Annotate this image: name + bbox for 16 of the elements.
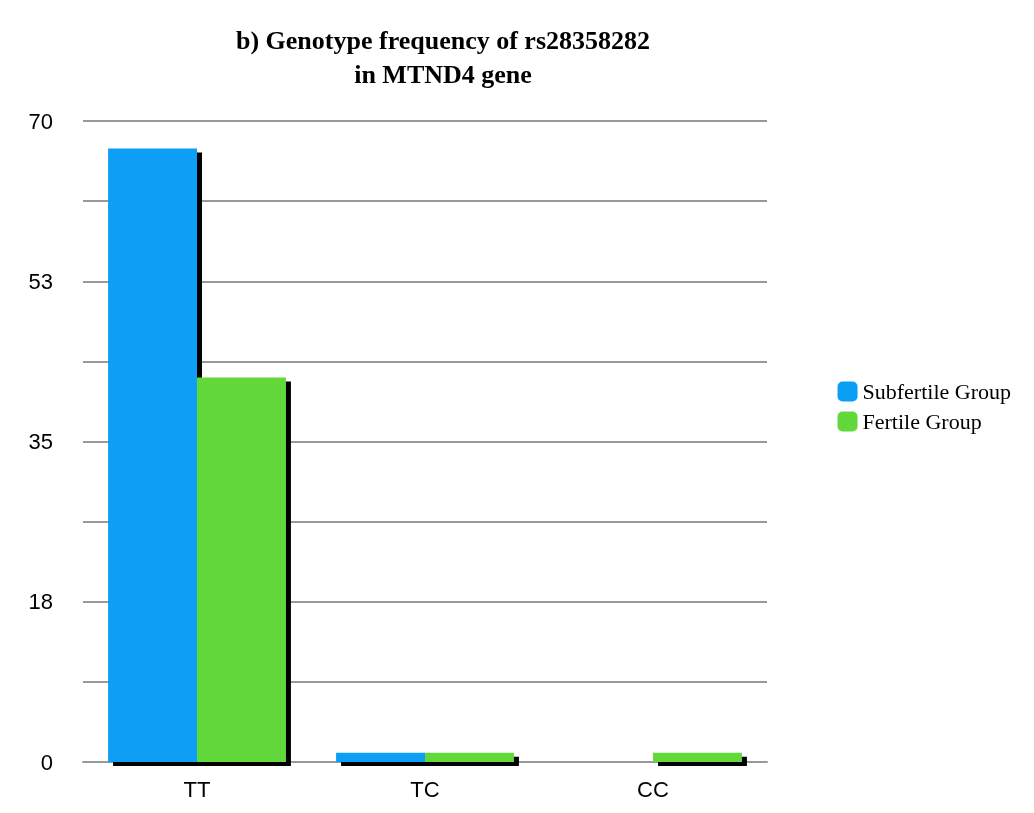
x-tick-label: CC [637, 776, 669, 802]
y-tick-label: 53 [28, 268, 53, 294]
bar [425, 752, 514, 762]
x-tick-label: TC [410, 776, 440, 802]
y-tick-label: 0 [40, 749, 53, 775]
bar [197, 377, 286, 762]
bar [653, 752, 742, 762]
y-tick-label: 18 [28, 589, 53, 615]
chart-title: b) Genotype frequency of rs28358282 in MTND4 gene [235, 25, 651, 89]
legend-label: Subfertile Group [862, 379, 1011, 404]
bar [336, 752, 425, 762]
y-tick-label: 70 [28, 108, 53, 134]
y-tick-label: 35 [28, 429, 53, 454]
bar [108, 148, 197, 762]
legend-label: Fertile Group [862, 409, 982, 434]
x-tick-label: TT [183, 776, 211, 802]
